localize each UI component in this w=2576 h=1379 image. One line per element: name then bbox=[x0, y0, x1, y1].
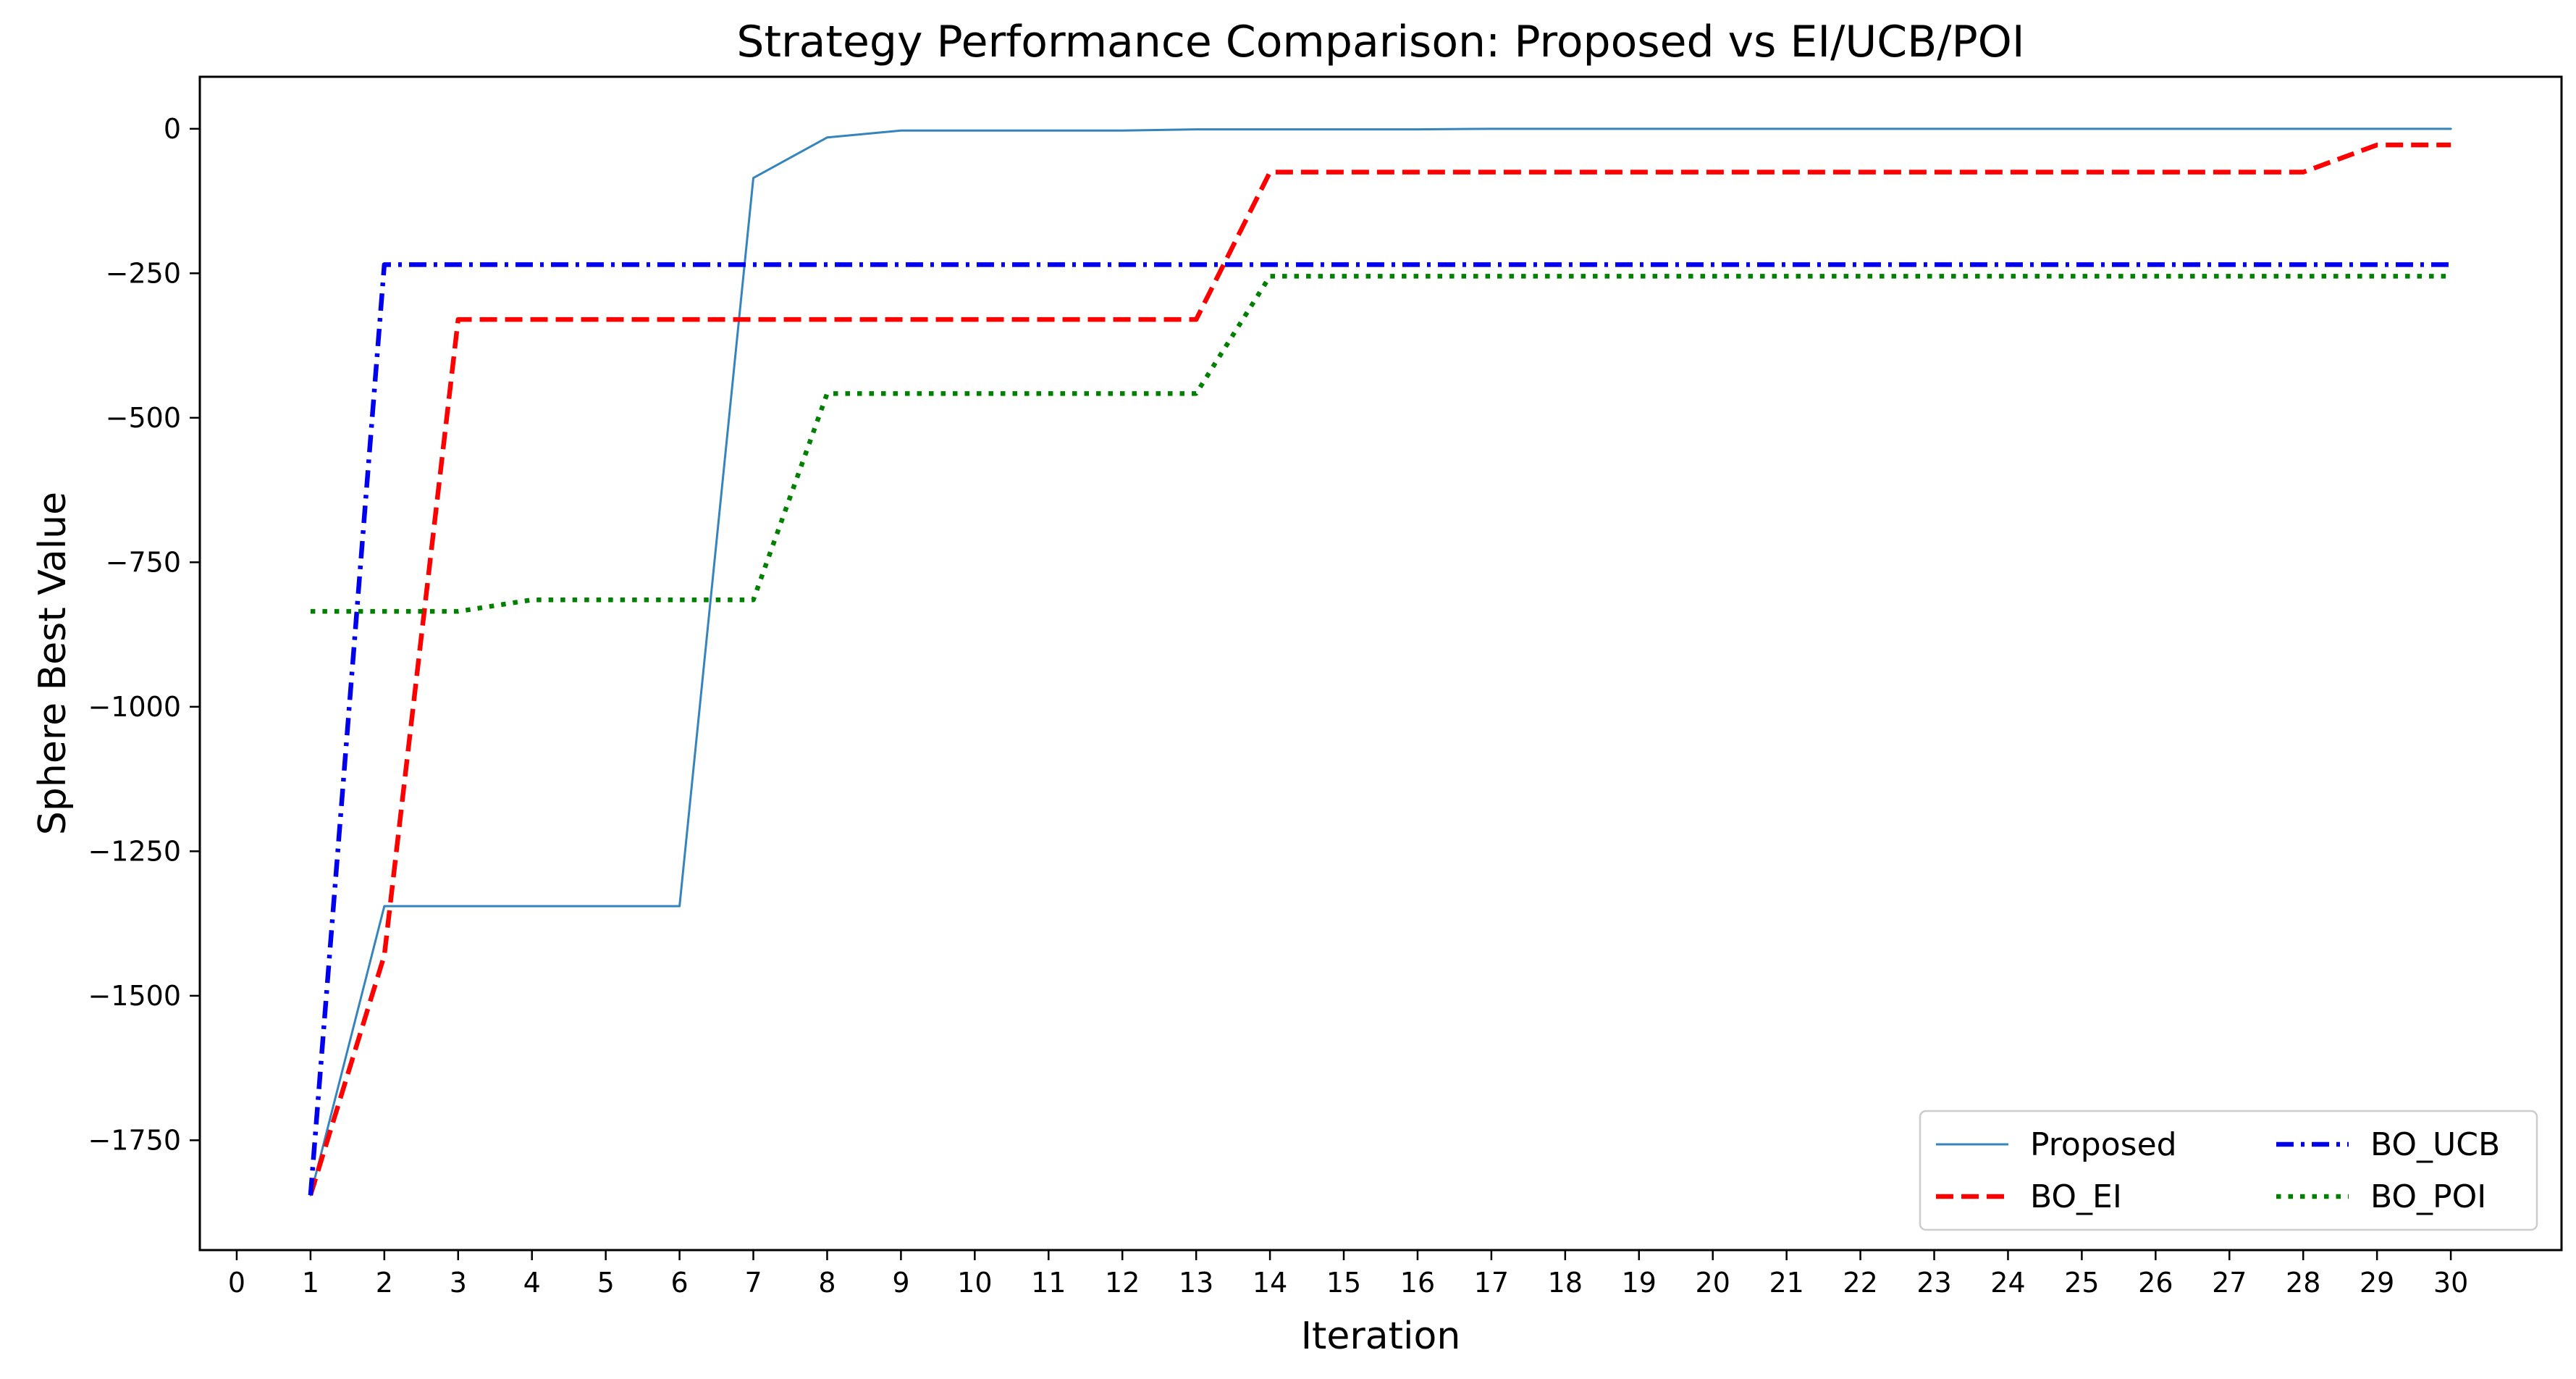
plot-area-frame bbox=[198, 75, 2563, 1252]
x-tick-label: 1 bbox=[302, 1267, 319, 1299]
series-line-bo-poi bbox=[310, 274, 2451, 614]
y-tick-label: −250 bbox=[106, 257, 181, 289]
x-tick-label: 28 bbox=[2286, 1267, 2320, 1299]
y-axis-label: Sphere Best Value bbox=[31, 492, 75, 835]
legend: Proposed BO_EI BO_UCB BO_POI bbox=[1919, 1110, 2538, 1231]
x-tick-label: 16 bbox=[1400, 1267, 1435, 1299]
x-tick-label: 6 bbox=[671, 1267, 689, 1299]
x-tick-label: 15 bbox=[1326, 1267, 1361, 1299]
x-tick-label: 20 bbox=[1696, 1267, 1730, 1299]
x-tick-label: 30 bbox=[2433, 1267, 2468, 1299]
x-tick-label: 29 bbox=[2360, 1267, 2394, 1299]
y-tick-label: −1750 bbox=[88, 1124, 181, 1156]
x-tick-label: 21 bbox=[1769, 1267, 1803, 1299]
series-layer bbox=[308, 127, 2452, 1196]
x-tick-label: 3 bbox=[450, 1267, 467, 1299]
legend-box bbox=[1919, 1110, 2538, 1231]
x-tick-label: 27 bbox=[2212, 1267, 2247, 1299]
y-tick-label: 0 bbox=[164, 113, 181, 145]
x-tick-label: 13 bbox=[1179, 1267, 1213, 1299]
x-tick-label: 18 bbox=[1548, 1267, 1583, 1299]
series-line-bo-ei bbox=[308, 142, 2451, 1196]
legend-label: BO_EI bbox=[2030, 1178, 2122, 1215]
x-tick-label: 5 bbox=[597, 1267, 615, 1299]
y-tick-label: −1250 bbox=[88, 835, 181, 867]
series-line-proposed bbox=[309, 127, 2452, 1196]
y-tick-label: −1500 bbox=[88, 980, 181, 1012]
x-tick-label: 7 bbox=[744, 1267, 762, 1299]
x-tick-label: 8 bbox=[818, 1267, 835, 1299]
y-tick-label: −500 bbox=[106, 402, 181, 434]
x-tick-label: 0 bbox=[228, 1267, 245, 1299]
y-tick-label: −1000 bbox=[88, 691, 181, 723]
x-tick-label: 19 bbox=[1622, 1267, 1657, 1299]
y-tick-label: −750 bbox=[106, 546, 181, 578]
x-tick-label: 14 bbox=[1253, 1267, 1287, 1299]
series-line-bo-ucb bbox=[308, 262, 2451, 1196]
x-tick-label: 26 bbox=[2138, 1267, 2173, 1299]
x-tick-label: 22 bbox=[1843, 1267, 1877, 1299]
x-tick-label: 11 bbox=[1031, 1267, 1066, 1299]
x-axis-label: Iteration bbox=[1301, 1315, 1461, 1358]
x-tick-label: 23 bbox=[1916, 1267, 1951, 1299]
x-tick-label: 2 bbox=[376, 1267, 393, 1299]
x-tick-label: 25 bbox=[2064, 1267, 2099, 1299]
x-tick-label: 17 bbox=[1474, 1267, 1509, 1299]
x-axis: 0 1 2 3 4 5 6 7 8 9 10 11 12 13 14 15 16 17 18 19 20 21 22 23 24… bbox=[228, 1250, 2468, 1299]
legend-label: BO_POI bbox=[2370, 1178, 2486, 1215]
legend-label: Proposed bbox=[2030, 1126, 2177, 1163]
chart-title: Strategy Performance Comparison: Propose… bbox=[736, 17, 2024, 67]
y-axis: 0 −250 −500 −750 −1000 −1250 −1500 −1750 bbox=[88, 113, 200, 1156]
x-tick-label: 9 bbox=[892, 1267, 909, 1299]
x-tick-label: 4 bbox=[523, 1267, 541, 1299]
x-tick-label: 10 bbox=[957, 1267, 992, 1299]
x-tick-label: 24 bbox=[1990, 1267, 2025, 1299]
x-tick-label: 12 bbox=[1105, 1267, 1140, 1299]
legend-label: BO_UCB bbox=[2370, 1126, 2500, 1163]
